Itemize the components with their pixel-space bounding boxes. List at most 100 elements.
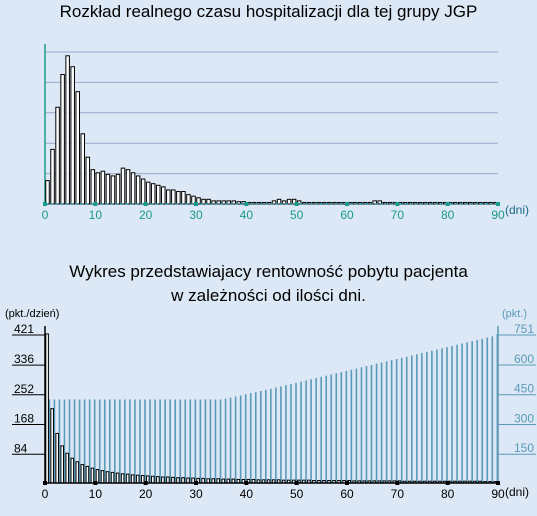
x-tick-label: 40 (240, 208, 254, 222)
total-bar (139, 399, 141, 483)
x-tick-mark (194, 202, 198, 206)
per-day-bar (115, 472, 120, 484)
total-bar (481, 338, 484, 483)
x-axis-label: (dni) (505, 203, 529, 217)
histogram-bar (166, 189, 171, 205)
histogram-bar (135, 175, 141, 205)
y-left-tick-label: 421 (14, 322, 34, 336)
total-bar (78, 399, 81, 483)
total-bar (431, 350, 433, 483)
per-day-bar (161, 476, 165, 484)
x-tick-label: 50 (290, 487, 304, 501)
total-bar (244, 394, 247, 483)
total-bar (400, 357, 403, 483)
histogram-bar (352, 201, 357, 205)
total-bar (53, 399, 56, 483)
histogram-bar (186, 194, 191, 205)
histogram-bar (281, 200, 287, 205)
total-bar (476, 339, 479, 483)
total-bar (189, 399, 192, 483)
x-tick-label: 80 (441, 487, 455, 501)
per-day-bar (105, 471, 110, 484)
total-bar (265, 389, 267, 483)
x-tick-label: 60 (340, 487, 354, 501)
total-bar (285, 385, 287, 483)
histogram-bar (367, 201, 372, 205)
histogram-bar (407, 201, 413, 205)
histogram-bar (216, 200, 221, 205)
per-day-bar (60, 445, 65, 484)
x-tick-mark (395, 481, 400, 485)
histogram-bar (256, 201, 262, 205)
y-left-tick-label: 168 (14, 412, 34, 426)
total-bar (310, 379, 312, 483)
x-tick-label: 70 (391, 487, 405, 501)
total-bar (83, 399, 86, 483)
total-bar (280, 386, 282, 483)
y-right-tick-label: 150 (514, 441, 534, 455)
x-tick-label: 20 (139, 487, 153, 501)
total-bar (350, 369, 353, 483)
total-bar (184, 399, 187, 483)
total-bar (416, 354, 418, 483)
x-tick-label: 0 (42, 487, 49, 501)
per-day-bar (120, 473, 125, 484)
per-day-bar (50, 408, 54, 484)
x-tick-mark (345, 202, 349, 206)
x-tick-label: 20 (139, 208, 153, 222)
per-day-bar (90, 467, 95, 484)
x-tick-label: 30 (189, 487, 203, 501)
y-right-tick-label: 751 (514, 322, 534, 336)
x-tick-label: 50 (290, 208, 304, 222)
total-bar (491, 336, 494, 483)
histogram-bar (221, 200, 226, 205)
histogram-bar (362, 201, 367, 205)
total-bar (58, 399, 61, 483)
x-tick-label: 10 (89, 208, 103, 222)
histogram-bar (357, 201, 362, 205)
total-bar (355, 368, 358, 483)
total-bar (179, 399, 182, 483)
histogram-bar (226, 200, 231, 205)
y-left-tick-label: 252 (14, 382, 34, 396)
histogram-bar (130, 172, 136, 205)
total-bar (451, 345, 453, 483)
per-day-bar (65, 452, 70, 484)
total-bar (144, 399, 146, 483)
total-bar (275, 387, 277, 483)
per-day-bar (156, 476, 160, 484)
x-tick-mark (143, 202, 148, 206)
total-bar (229, 397, 232, 483)
total-bar (456, 344, 458, 483)
total-bar (395, 358, 398, 483)
histogram-bar (286, 198, 292, 205)
y-left-axis-label: (pkt./dzień) (5, 308, 59, 320)
total-bar (98, 399, 101, 483)
total-bar (426, 351, 428, 483)
total-bar (345, 370, 348, 483)
total-bar (169, 399, 171, 483)
total-bar (330, 374, 333, 483)
total-bar (466, 342, 468, 483)
histogram-bar (276, 198, 282, 205)
histogram-bar (332, 201, 337, 205)
histogram-bar (417, 201, 423, 205)
total-bar (290, 383, 292, 483)
x-tick-mark (93, 202, 98, 206)
per-day-bar (181, 477, 185, 484)
total-bar (48, 399, 51, 483)
total-bar (149, 399, 151, 483)
y-right-axis-label: (pkt.) (502, 308, 527, 320)
histogram-bar (402, 201, 408, 205)
histogram-bar (231, 200, 237, 205)
total-bar (421, 353, 423, 483)
total-bar (103, 399, 106, 483)
total-bar (73, 399, 76, 483)
chart1-title: Rozkład realnego czasu hospitalizacji dl… (59, 2, 478, 21)
total-bar (325, 375, 328, 483)
y-right-tick-label: 600 (514, 352, 534, 366)
per-day-bar (85, 465, 90, 484)
per-day-bar (45, 333, 49, 484)
x-tick-mark (496, 202, 500, 206)
